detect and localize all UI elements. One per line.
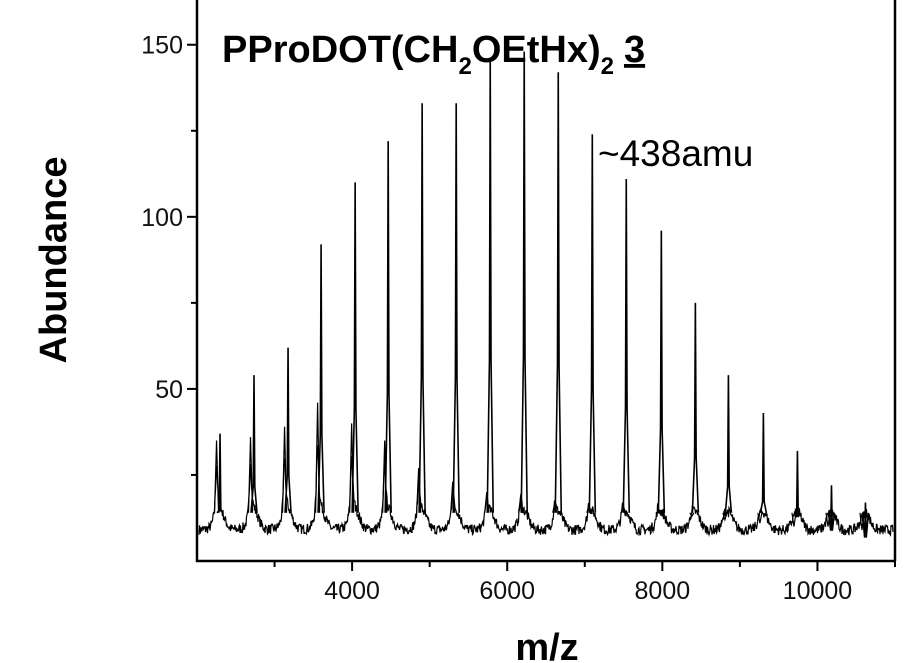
spectrum-shoulder-peak bbox=[484, 492, 490, 513]
spectrum-shoulder-peak bbox=[349, 423, 355, 513]
axes: 4000 6000 8000 10000 50 100 150 bbox=[141, 0, 897, 605]
repeat-unit-annotation: ~438amu bbox=[598, 133, 753, 174]
spectrum-peak bbox=[351, 182, 359, 513]
spectrum-peak bbox=[486, 58, 495, 513]
spectrum-baseline-trace bbox=[198, 445, 894, 538]
spectrum-peak bbox=[554, 72, 563, 513]
spectrum-peak bbox=[452, 103, 460, 513]
x-tick-label: 4000 bbox=[324, 577, 380, 605]
x-tick-label: 6000 bbox=[479, 577, 535, 605]
compound-number: 3 bbox=[624, 29, 645, 71]
spectrum-peak bbox=[588, 134, 597, 513]
spectrum-peak bbox=[793, 450, 802, 518]
x-tick-label: 8000 bbox=[635, 577, 691, 605]
spectrum-shoulder-peak bbox=[314, 402, 321, 513]
spectrum-shoulder-peak bbox=[859, 512, 865, 531]
spectrum-shoulder-peak bbox=[689, 512, 695, 518]
y-tick-label: 150 bbox=[141, 32, 183, 60]
spectrum-shoulder-peak bbox=[382, 440, 388, 513]
spectrum-shoulder-peak bbox=[825, 512, 831, 527]
spectrum-shoulder-peak bbox=[450, 481, 456, 513]
spectrum-peak bbox=[861, 502, 870, 538]
spectrum-shoulder-peak bbox=[281, 426, 288, 513]
spectrum-peak bbox=[418, 103, 426, 513]
spectrum-shoulder-peak bbox=[518, 495, 524, 513]
y-tick-label: 50 bbox=[155, 376, 183, 404]
spectrum-shoulder-peak bbox=[586, 503, 592, 513]
y-tick-label: 100 bbox=[141, 204, 183, 232]
spectrum-shoulder-peak bbox=[552, 502, 558, 513]
spectrum-peak bbox=[759, 412, 768, 513]
spectrum-peak bbox=[317, 244, 325, 513]
chart-title: PProDOT(CH2OEtHx)2 3 bbox=[222, 29, 645, 80]
y-axis-title: Abundance bbox=[33, 157, 75, 364]
x-tick-label: 10000 bbox=[783, 577, 853, 605]
spectrum-peak bbox=[622, 178, 631, 513]
spectrum-shoulder-peak bbox=[791, 512, 797, 527]
spectrum-shoulder-peak bbox=[247, 437, 254, 513]
spectrum-shoulder-peak bbox=[757, 512, 763, 524]
spectrum-shoulder-peak bbox=[620, 508, 626, 514]
x-axis-title: m/z bbox=[515, 627, 578, 663]
spectrum-shoulder-peak bbox=[722, 512, 728, 522]
spectrum-peak bbox=[827, 485, 836, 531]
spectrum-peak bbox=[691, 302, 700, 513]
spectrum-peak bbox=[384, 141, 392, 513]
spectrum-peak bbox=[724, 375, 733, 513]
spectrum-trace-layer bbox=[198, 51, 894, 538]
spectrum-shoulder-peak bbox=[416, 468, 422, 513]
spectrum-shoulder-peak bbox=[213, 440, 220, 513]
spectrum-peak bbox=[520, 51, 529, 513]
spectrum-peak bbox=[657, 230, 666, 513]
